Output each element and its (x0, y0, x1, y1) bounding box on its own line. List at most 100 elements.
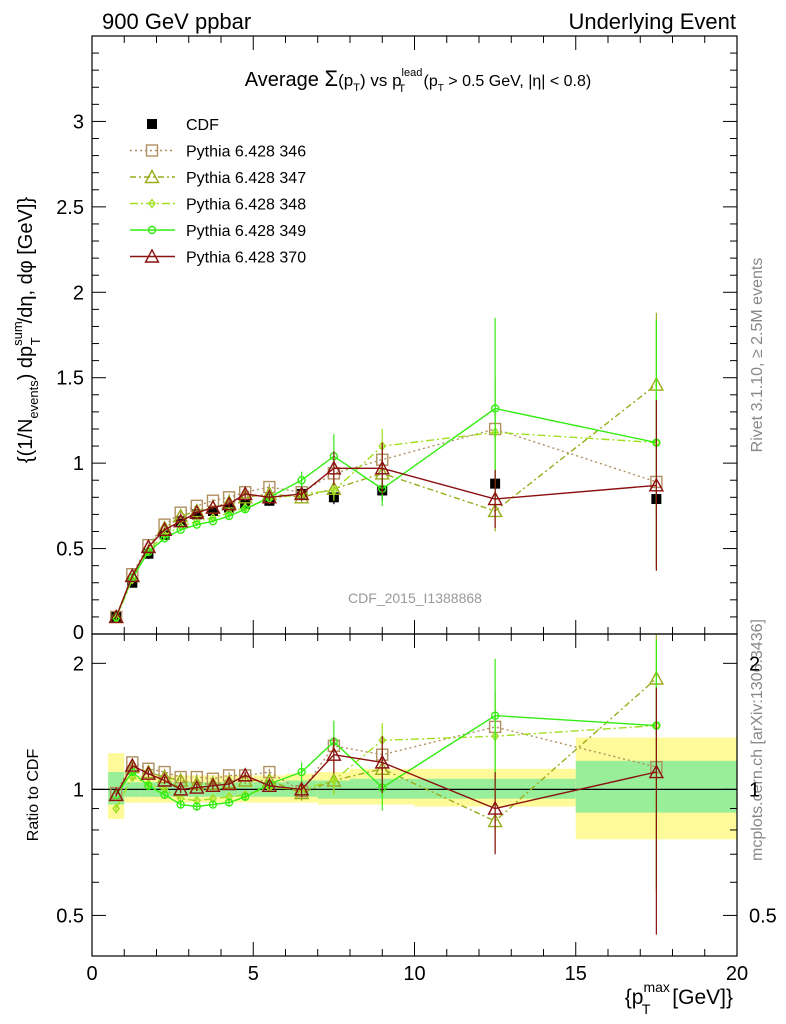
ratio-y-tick-label: 1 (73, 779, 84, 801)
series-point (487, 491, 503, 506)
y-tick-label: 0 (73, 622, 84, 644)
legend-marker (147, 225, 157, 235)
series-point (490, 404, 500, 413)
mcplots-label: mcplots.cern.ch [arXiv:1306.3436] (749, 619, 766, 861)
series-point (174, 506, 187, 519)
rivet-label: Rivet 3.1.10, ≥ 2.5M events (749, 258, 766, 453)
series-point (224, 511, 234, 521)
ratio-point (189, 779, 205, 794)
ratio-point (160, 790, 169, 800)
ratio-point (297, 767, 306, 777)
series-point (374, 460, 390, 475)
ratio-point (490, 711, 500, 720)
x-tick-label: 20 (726, 963, 748, 985)
series-point (326, 460, 342, 475)
legend-label: Pythia 6.428 370 (186, 250, 306, 267)
ratio-point (156, 772, 173, 787)
ratio-plot: Ratio to CDF {pmax T [GeV]} (25, 749, 733, 1017)
ratio-point (208, 800, 218, 809)
legend-marker (148, 198, 156, 209)
ratio-point (173, 781, 189, 796)
ratio-point (221, 776, 237, 791)
ratio-point (648, 764, 665, 779)
ratio-y-tick-label: 0.5 (56, 905, 84, 927)
y-tick-label: 2.5 (56, 197, 84, 219)
ratio-marks (108, 634, 665, 935)
ratio-point (487, 800, 503, 815)
ratio-point (108, 786, 124, 802)
ratio-point (261, 777, 278, 792)
series-point (297, 476, 306, 485)
series-point (221, 496, 237, 511)
y-tick-label: 1 (73, 453, 84, 475)
ratio-point (326, 746, 342, 761)
data-point (207, 505, 218, 516)
ratio-y-tick-label: 2 (73, 653, 84, 675)
series-point (189, 504, 205, 519)
y-axis-label: {(1/Nevents) dpsum T/dη, dφ [GeV]} (10, 197, 43, 463)
series-point (648, 477, 665, 492)
series-point (237, 485, 253, 501)
series-point (261, 489, 278, 504)
ratio-point (293, 781, 310, 796)
series-point (330, 485, 338, 496)
header-right: Underlying Event (568, 9, 736, 34)
legend-label: Pythia 6.428 346 (186, 144, 306, 161)
legend-label: Pythia 6.428 349 (186, 223, 306, 240)
y-tick-label: 1.5 (56, 368, 84, 390)
series-point (156, 521, 173, 536)
series-point (208, 517, 218, 526)
ratio-point (237, 772, 253, 787)
series-point (108, 608, 124, 624)
ratio-point (205, 777, 221, 792)
series-point (293, 485, 310, 501)
ratio-point (112, 803, 121, 814)
ratio-y-tick-label-right: 0.5 (749, 905, 777, 927)
ratio-point (144, 781, 153, 790)
series-point (192, 520, 202, 529)
plot-title: Average Σ(pT) vs plead T (pT > 0.5 GeV, |… (245, 66, 591, 95)
legend-label: Pythia 6.428 347 (186, 170, 306, 187)
ratio-point (192, 802, 202, 811)
y-tick-label: 2 (73, 282, 84, 304)
ratio-y-tick-label-right: 1 (749, 779, 760, 801)
x-tick-label: 15 (565, 963, 587, 985)
series-point (128, 574, 137, 585)
header-left: 900 GeV ppbar (102, 9, 251, 34)
watermark: CDF_2015_I1388868 (348, 590, 482, 606)
ratio-y-tick-label-right: 2 (749, 653, 760, 675)
y-tick-label: 3 (73, 111, 84, 133)
series-point (140, 538, 157, 554)
x-axis-label: {pmax T [GeV]} (625, 979, 733, 1017)
series-point (293, 489, 310, 504)
legend-marker (147, 119, 157, 129)
x-tick-label: 0 (86, 963, 97, 985)
legend-marker (145, 144, 159, 157)
main-plot: CDF_2015_I1388868 Average Σ(pT) vs plead… (10, 66, 591, 606)
ratio-line-0 (115, 726, 657, 794)
ratio-point (140, 765, 157, 780)
y-tick-label: 0.5 (56, 539, 84, 561)
legend-label: Pythia 6.428 348 (186, 197, 306, 214)
legend-label: CDF (186, 117, 219, 134)
ratio-point (240, 792, 250, 801)
ratio-axes: 0.5 0.51 12 20 5 10 15 20 (56, 633, 777, 985)
legend-marker (144, 169, 160, 184)
main-axes: 0.5 1 1.5 2 2.5 3 0 (56, 35, 738, 644)
ratio-point (237, 767, 253, 782)
x-tick-label: 10 (403, 963, 425, 985)
legend-marker (144, 248, 160, 263)
ratio-point (205, 776, 221, 791)
series-point (205, 499, 221, 514)
ratio-point (124, 757, 140, 772)
legend: CDF Pythia 6.428 346 Pythia 6.428 347 Pythi… (130, 117, 306, 267)
ratio-axis-label: Ratio to CDF (25, 749, 42, 842)
x-tick-label: 5 (248, 963, 259, 985)
series-point (173, 513, 189, 528)
series-point (124, 567, 140, 583)
ratio-point (330, 775, 338, 786)
ratio-point (293, 785, 310, 800)
series-point (240, 505, 250, 514)
main-marks (108, 312, 665, 624)
